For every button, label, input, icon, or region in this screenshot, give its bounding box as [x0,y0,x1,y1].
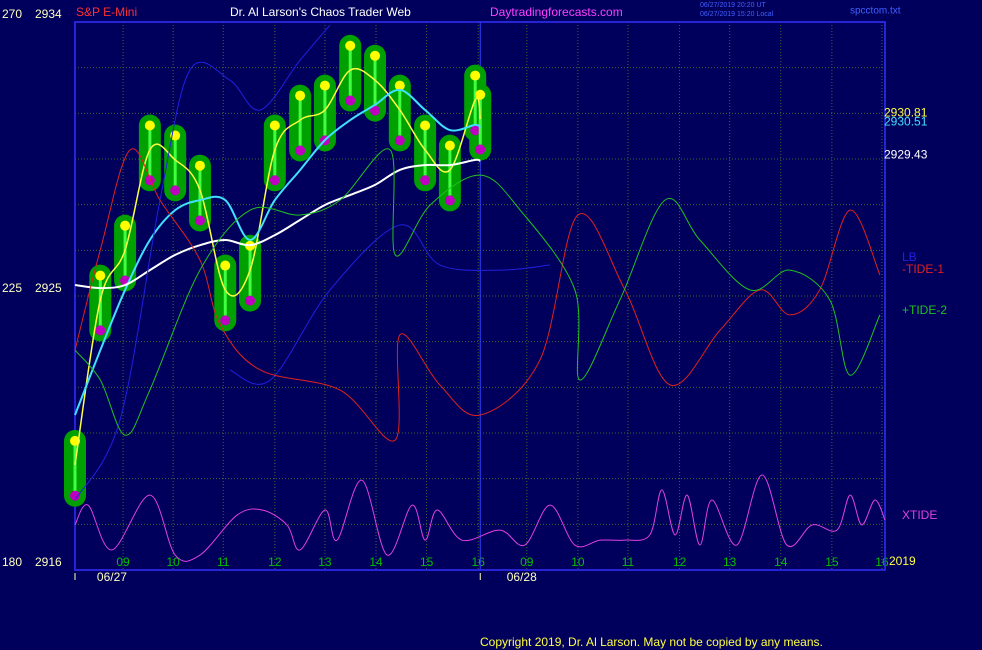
high-dot [470,70,481,81]
legend-label: +TIDE-2 [902,303,947,317]
high-dot [370,50,381,61]
x-tick-label: 11 [217,555,230,569]
high-dot [144,120,155,131]
end-value-label: 2930.51 [884,114,928,128]
high-dot [420,120,431,131]
x-tick-label: 15 [420,555,434,569]
symbol: S&P E-Mini [76,5,137,19]
legend-label: XTIDE [902,508,937,522]
x-tick-label: 11 [622,555,635,569]
low-dot [245,295,256,306]
low-dot [95,325,106,336]
legend-label: LB [902,250,917,264]
high-dot [394,80,405,91]
copyright: Copyright 2019, Dr. Al Larson. May not b… [480,635,823,649]
series-line [74,148,881,442]
series-line [74,474,886,562]
low-dot [470,125,481,136]
file-name: spcctom.txt [850,6,901,17]
low-dot [345,95,356,106]
low-dot [475,144,486,155]
timestamp: 06/27/2019 15:20 Local [700,11,774,18]
high-dot [220,260,231,271]
low-dot [170,185,181,196]
low-dot [220,315,231,326]
series-line [74,88,482,416]
chart-title: Dr. Al Larson's Chaos Trader Web [230,5,411,19]
low-dot [269,175,280,186]
high-dot [269,120,280,131]
high-dot [95,270,106,281]
y-tick-label: 2934 [35,7,62,21]
low-dot [144,175,155,186]
y-tick-label: 2925 [35,281,62,295]
y2-tick-label: 225 [2,281,22,295]
x-tick-label: 15 [825,555,839,569]
end-value-label: 2929.43 [884,147,928,161]
high-dot [295,90,306,101]
high-dot [345,40,356,51]
low-dot [444,195,455,206]
x-tick-label: 16 [875,555,889,569]
x-tick-label: 14 [369,555,383,569]
high-dot [319,80,330,91]
series-line [74,148,881,436]
x-tick-label: 10 [571,555,585,569]
site: Daytradingforecasts.com [490,5,623,19]
series-line [74,24,551,501]
year: 2019 [889,554,916,568]
x-tick-label: 12 [673,555,687,569]
low-dot [194,215,205,226]
plot-frame [74,21,886,571]
x-tick-label: 09 [116,555,130,569]
series-line [74,67,481,466]
date-label: 06/27 [97,570,127,584]
x-tick-label: 13 [723,555,737,569]
high-dot [120,220,131,231]
high-dot [475,89,486,100]
x-tick-label: 10 [166,555,180,569]
x-tick-label: 16 [472,555,486,569]
low-dot [394,135,405,146]
x-tick-label: 14 [774,555,788,569]
legend-label: -TIDE-1 [902,262,944,276]
y2-tick-label: 180 [2,555,22,569]
x-tick-label: 13 [318,555,332,569]
end-value-label: 2930.81 [884,105,928,119]
y-tick-label: 2916 [35,555,62,569]
timestamp: 06/27/2019 20:20 UT [700,2,766,9]
low-dot [420,175,431,186]
date-label: 06/28 [507,570,537,584]
x-tick-label: 09 [520,555,534,569]
high-dot [444,140,455,151]
low-dot [370,105,381,116]
y2-tick-label: 270 [2,7,22,21]
x-tick-label: 12 [268,555,282,569]
low-dot [70,490,80,501]
high-dot [194,160,205,171]
low-dot [295,145,306,156]
